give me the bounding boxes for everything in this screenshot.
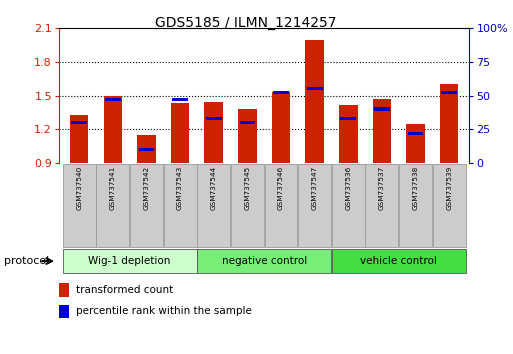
Bar (59, 284, 69, 297)
FancyBboxPatch shape (231, 164, 264, 247)
Text: GSM737547: GSM737547 (312, 166, 318, 211)
FancyBboxPatch shape (63, 249, 196, 273)
Bar (408, 132, 423, 135)
Text: GSM737544: GSM737544 (211, 166, 216, 211)
Bar (104, 96, 122, 163)
Bar (137, 135, 156, 163)
FancyBboxPatch shape (164, 164, 196, 247)
Text: Wig-1 depletion: Wig-1 depletion (88, 256, 171, 266)
Bar (240, 121, 255, 124)
FancyBboxPatch shape (298, 164, 331, 247)
FancyBboxPatch shape (399, 164, 432, 247)
Bar (238, 109, 256, 163)
Text: GSM737538: GSM737538 (412, 166, 419, 211)
Bar (273, 91, 289, 95)
FancyBboxPatch shape (63, 164, 95, 247)
Bar (206, 117, 222, 120)
Bar (307, 87, 323, 90)
Text: vehicle control: vehicle control (360, 256, 437, 266)
Bar (441, 91, 457, 95)
FancyBboxPatch shape (198, 164, 230, 247)
Text: negative control: negative control (222, 256, 307, 266)
Text: GSM737543: GSM737543 (177, 166, 183, 211)
Text: GSM737545: GSM737545 (244, 166, 250, 211)
Bar (172, 98, 188, 101)
FancyBboxPatch shape (130, 164, 163, 247)
FancyBboxPatch shape (332, 164, 365, 247)
FancyBboxPatch shape (265, 164, 298, 247)
FancyBboxPatch shape (332, 249, 466, 273)
Text: GSM737542: GSM737542 (144, 166, 149, 211)
Text: protocol: protocol (4, 256, 49, 266)
Text: transformed count: transformed count (76, 285, 173, 295)
Bar (406, 124, 425, 163)
Bar (171, 103, 189, 163)
Bar (59, 304, 69, 318)
Text: percentile rank within the sample: percentile rank within the sample (76, 307, 252, 316)
FancyBboxPatch shape (96, 164, 129, 247)
Bar (71, 121, 87, 124)
Bar (272, 92, 290, 163)
Text: GDS5185 / ILMN_1214257: GDS5185 / ILMN_1214257 (155, 16, 337, 30)
Text: GSM737537: GSM737537 (379, 166, 385, 211)
Text: GSM737536: GSM737536 (345, 166, 351, 211)
Bar (339, 104, 358, 163)
Bar (341, 117, 356, 120)
Text: GSM737546: GSM737546 (278, 166, 284, 211)
Text: GSM737541: GSM737541 (110, 166, 116, 211)
Bar (70, 115, 88, 163)
Bar (139, 148, 154, 151)
FancyBboxPatch shape (365, 164, 399, 247)
Text: GSM737539: GSM737539 (446, 166, 452, 211)
FancyBboxPatch shape (433, 164, 466, 247)
FancyBboxPatch shape (198, 249, 331, 273)
Bar (374, 108, 390, 110)
Bar (305, 40, 324, 163)
Text: GSM737540: GSM737540 (76, 166, 82, 211)
Bar (440, 84, 459, 163)
Bar (105, 98, 121, 101)
Bar (372, 99, 391, 163)
Bar (205, 102, 223, 163)
